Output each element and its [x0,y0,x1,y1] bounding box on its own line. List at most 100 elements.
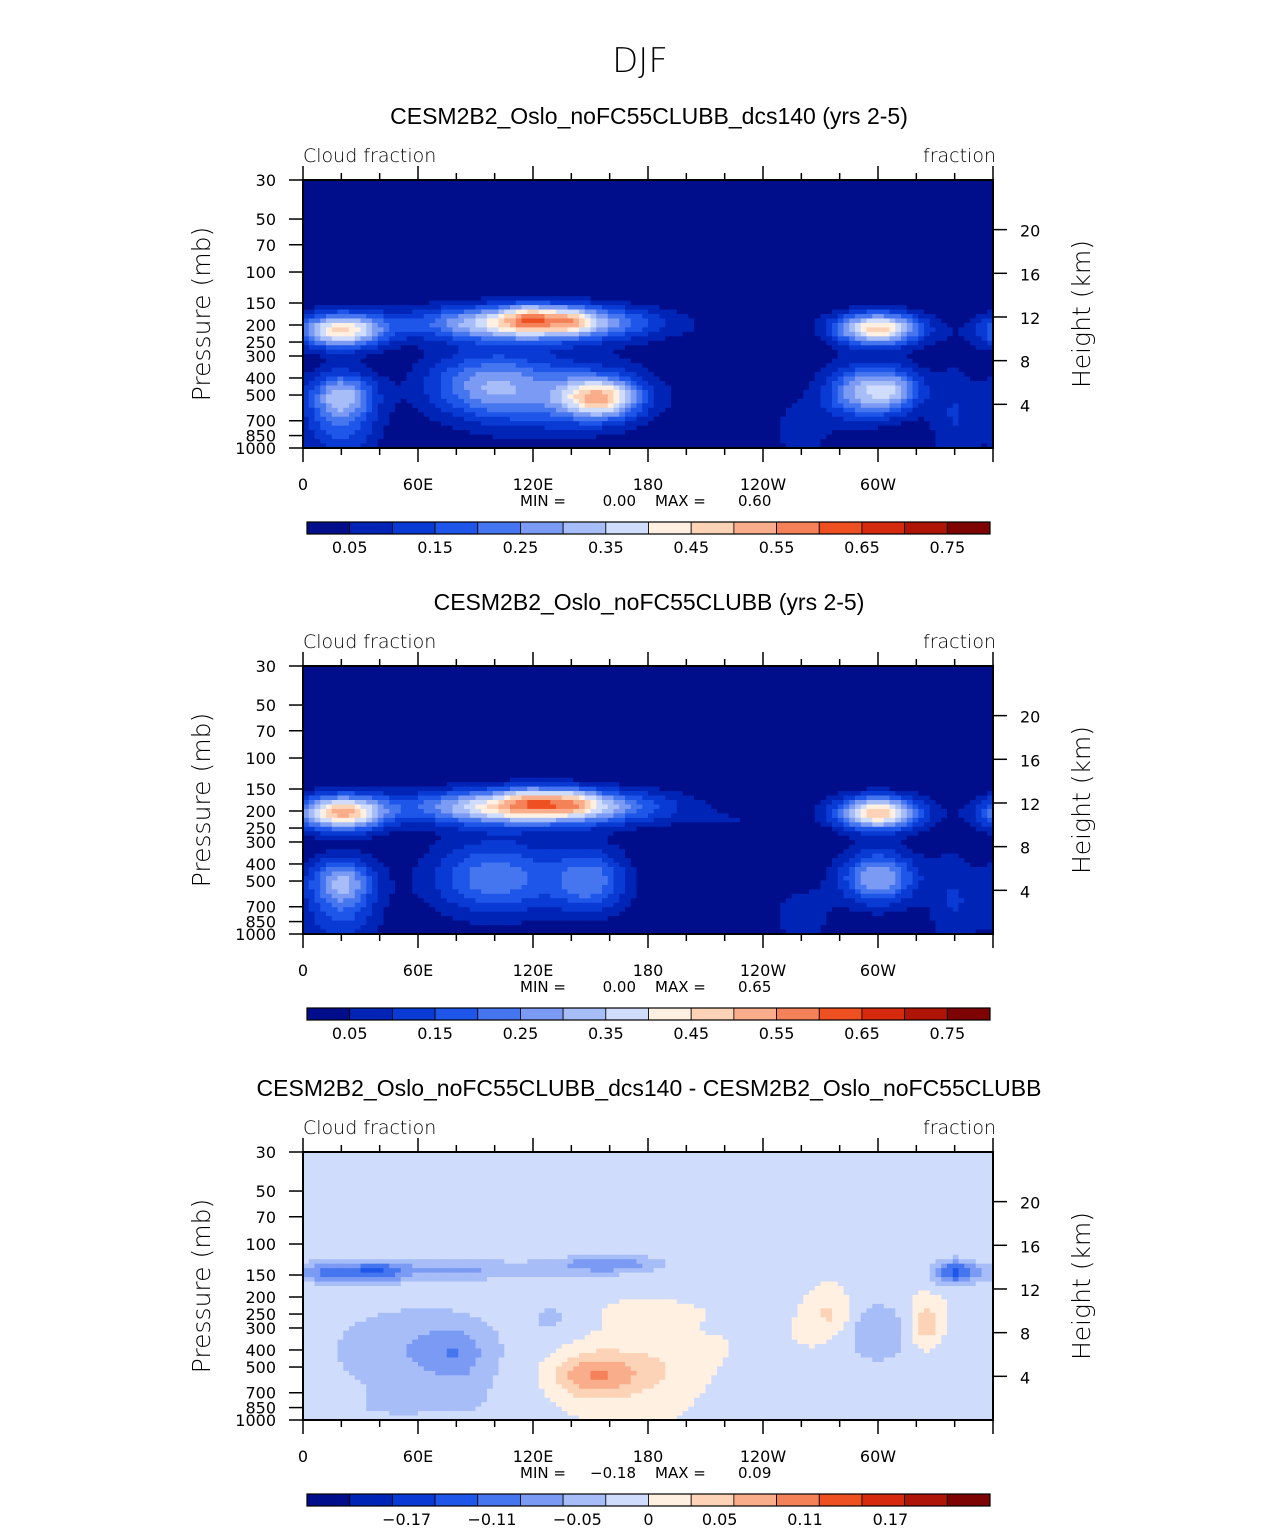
colorbar-label: −0.11 [467,1510,516,1529]
colorbar-label: 0.05 [702,1510,738,1529]
y2-axis: 20 16 12 8 4 Height (km) [993,708,1096,901]
colorbar-swatch [434,1007,479,1021]
x-tick-label: 60W [860,475,896,494]
y-tick-label: 850 [245,913,276,932]
y-tick-label: 150 [245,780,276,799]
y-tick-label: 50 [256,1182,276,1201]
y-tick-label: 200 [245,802,276,821]
y2-axis-label: Height (km) [1067,1212,1096,1360]
colorbar-swatch [391,1007,436,1021]
colorbar-swatch [776,1493,820,1507]
min-max-stats: MIN = 0.00 MAX = 0.65 [520,978,771,996]
colorbar-label: −0.05 [553,1510,602,1529]
y-tick-label: 200 [245,316,276,335]
y-tick-label: 100 [245,1235,276,1254]
colorbar-swatch [690,1007,735,1021]
y-tick-label: 70 [256,722,276,741]
x-tick-label: 60W [860,1447,896,1466]
colorbar-swatch [818,1007,863,1021]
y-tick-label: 30 [256,1143,276,1162]
left-corner-label: Cloud fraction [303,631,436,653]
x-tick-label: 60E [403,1447,433,1466]
min-value: 0.00 [603,492,636,510]
y-tick-label: 70 [256,1208,276,1227]
colorbar-swatch [605,1493,649,1507]
x-tick-label: 0 [298,475,308,494]
colorbar-swatch [520,521,564,535]
y2-tick-label: 4 [1020,882,1030,901]
y2-tick-label: 4 [1020,1368,1030,1387]
colorbar-swatch [904,1007,948,1021]
x-tick-label: 180 [633,1447,664,1466]
x-tick-label: 120W [740,1447,787,1466]
x-tick-label: 120W [740,475,787,494]
y-tick-label: 700 [245,412,276,431]
left-corner-label: Cloud fraction [303,145,436,167]
x-tick-label: 120E [513,961,554,980]
y2-tick-label: 8 [1020,1325,1030,1344]
colorbar-label: 0.17 [873,1510,909,1529]
colorbar-label: 0.45 [673,538,709,557]
colorbar-swatch [733,1007,777,1021]
colorbar-label: −0.17 [382,1510,431,1529]
x-tick-label: 180 [633,961,664,980]
max-label: MAX = [655,1464,706,1482]
min-max-stats: MIN = −0.18 MAX = 0.09 [520,1464,771,1482]
colorbar-swatch [434,521,479,535]
y2-tick-label: 12 [1020,309,1040,328]
x-axis: 0 60E 120E 180 120W 60W [298,652,994,980]
y-tick-label: 700 [245,898,276,917]
colorbar-swatch [562,1007,607,1021]
y2-tick-label: 8 [1020,839,1030,858]
y2-axis: 20 16 12 8 4 Height (km) [993,222,1096,415]
y-tick-label: 30 [256,657,276,676]
y-tick-label: 400 [245,369,276,388]
max-value: 0.65 [738,978,771,996]
left-corner-label: Cloud fraction [303,1117,436,1139]
colorbar: −0.17 −0.11 −0.05 0 0.05 0.11 0.17 [306,1493,991,1529]
colorbar-swatch [477,1007,521,1021]
y2-tick-label: 16 [1020,751,1040,770]
panel-title: CESM2B2_Oslo_noFC55CLUBB_dcs140 - CESM2B… [257,1075,1042,1101]
x-tick-label: 120E [513,475,554,494]
colorbar-swatch [648,1493,692,1507]
colorbar-label: 0.45 [673,1024,709,1043]
y2-axis-label: Height (km) [1067,726,1096,874]
y-tick-label: 850 [245,1399,276,1418]
colorbar-swatch [946,521,991,535]
colorbar: 0.05 0.15 0.25 0.35 0.45 0.55 0.65 0.75 [306,521,991,557]
right-corner-label: fraction [923,631,996,653]
right-corner-label: fraction [923,145,996,167]
colorbar-label: 0.55 [759,1024,795,1043]
colorbar-swatch [391,1493,436,1507]
max-label: MAX = [655,492,706,510]
colorbar-swatch [605,521,649,535]
y2-tick-label: 20 [1020,222,1040,241]
y-tick-label: 500 [245,1358,276,1377]
figure-title: DJF [612,41,668,81]
panel-title: CESM2B2_Oslo_noFC55CLUBB_dcs140 (yrs 2-5… [390,103,908,129]
y-tick-label: 1000 [235,439,276,458]
y-tick-label: 500 [245,386,276,405]
colorbar-swatch [776,521,820,535]
colorbar-label: 0.05 [332,1024,368,1043]
y2-tick-label: 16 [1020,265,1040,284]
colorbar-frame [306,1007,991,1021]
y-tick-label: 300 [245,347,276,366]
colorbar-label: 0.75 [930,538,966,557]
colorbar-label: 0.75 [930,1024,966,1043]
colorbar-swatch [520,1493,564,1507]
colorbar-swatch [349,1493,393,1507]
y-tick-label: 400 [245,1341,276,1360]
y2-tick-label: 4 [1020,396,1030,415]
colorbar-swatch [946,1007,991,1021]
y2-tick-label: 16 [1020,1237,1040,1256]
y-tick-label: 250 [245,1305,276,1324]
colorbar-label: 0.55 [759,538,795,557]
min-value: −0.18 [590,1464,636,1482]
colorbar-swatch [391,521,436,535]
colorbar-swatch [690,521,735,535]
